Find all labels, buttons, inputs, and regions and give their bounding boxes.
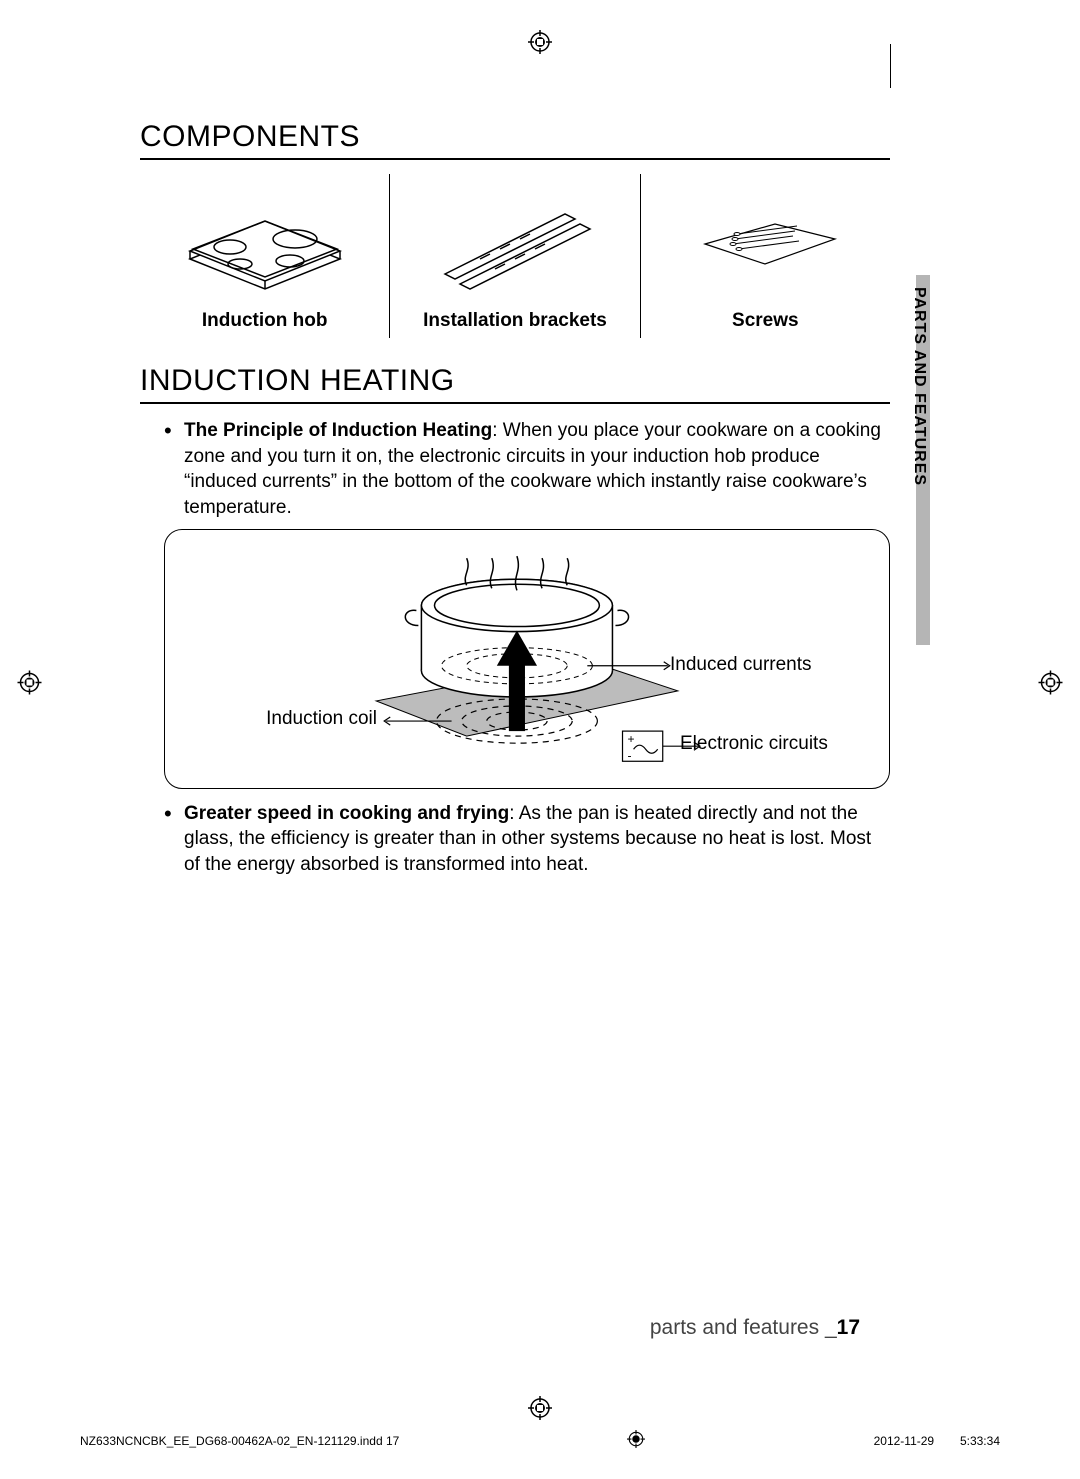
content-area: COMPONENTS: [140, 120, 890, 885]
bullet-principle: • The Principle of Induction Heating: Wh…: [164, 418, 890, 521]
screws-illustration: [645, 184, 886, 304]
print-footer: NZ633NCNCBK_EE_DG68-00462A-02_EN-121129.…: [80, 1430, 1000, 1451]
hob-illustration: [144, 184, 385, 304]
crop-mark-right: [1034, 671, 1063, 695]
component-label: Screws: [645, 310, 886, 332]
bullet-icon: •: [164, 801, 184, 878]
component-hob: Induction hob: [140, 174, 390, 338]
side-tab: PARTS AND FEATURES: [900, 275, 930, 645]
component-screws: Screws: [641, 174, 890, 338]
crop-mark-left: [18, 671, 47, 695]
induction-heading: INDUCTION HEATING: [140, 364, 890, 404]
crop-tick: [890, 44, 891, 88]
bullet-text: Greater speed in cooking and frying: As …: [184, 801, 890, 878]
components-heading: COMPONENTS: [140, 120, 890, 160]
page: PARTS AND FEATURES COMPONENTS: [80, 30, 1000, 1440]
bullet-text: The Principle of Induction Heating: When…: [184, 418, 890, 521]
side-tab-label: PARTS AND FEATURES: [910, 287, 928, 486]
footer-crop-icon: [627, 1430, 645, 1451]
footer-section-title: parts and features _17: [650, 1316, 860, 1340]
component-label: Induction hob: [144, 310, 385, 332]
footer-timestamp: 2012-11-29  5:33:34: [874, 1433, 1000, 1449]
minus-label: -: [628, 748, 632, 762]
component-brackets: Installation brackets: [390, 174, 640, 338]
label-induction-coil: Induction coil: [227, 708, 377, 730]
component-label: Installation brackets: [394, 310, 635, 332]
bullet-speed: • Greater speed in cooking and frying: A…: [164, 801, 890, 878]
bullet-icon: •: [164, 418, 184, 521]
plus-label: +: [628, 732, 635, 746]
label-induced-currents: Induced currents: [670, 654, 812, 676]
footer-file: NZ633NCNCBK_EE_DG68-00462A-02_EN-121129.…: [80, 1434, 399, 1448]
crop-mark-top: [528, 30, 552, 59]
label-electronic-circuits: Electronic circuits: [680, 733, 828, 755]
components-row: Induction hob Installation brackets: [140, 174, 890, 338]
brackets-illustration: [394, 184, 635, 304]
crop-mark-bottom: [528, 1391, 552, 1420]
induction-diagram: + - Induced currents Induction coil Elec…: [164, 529, 890, 789]
